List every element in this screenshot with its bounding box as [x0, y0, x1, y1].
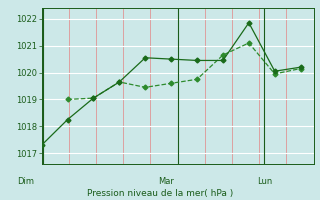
- Text: Dim: Dim: [18, 177, 35, 186]
- Text: Pression niveau de la mer( hPa ): Pression niveau de la mer( hPa ): [87, 189, 233, 198]
- Text: Lun: Lun: [258, 177, 273, 186]
- Text: Mar: Mar: [158, 177, 174, 186]
